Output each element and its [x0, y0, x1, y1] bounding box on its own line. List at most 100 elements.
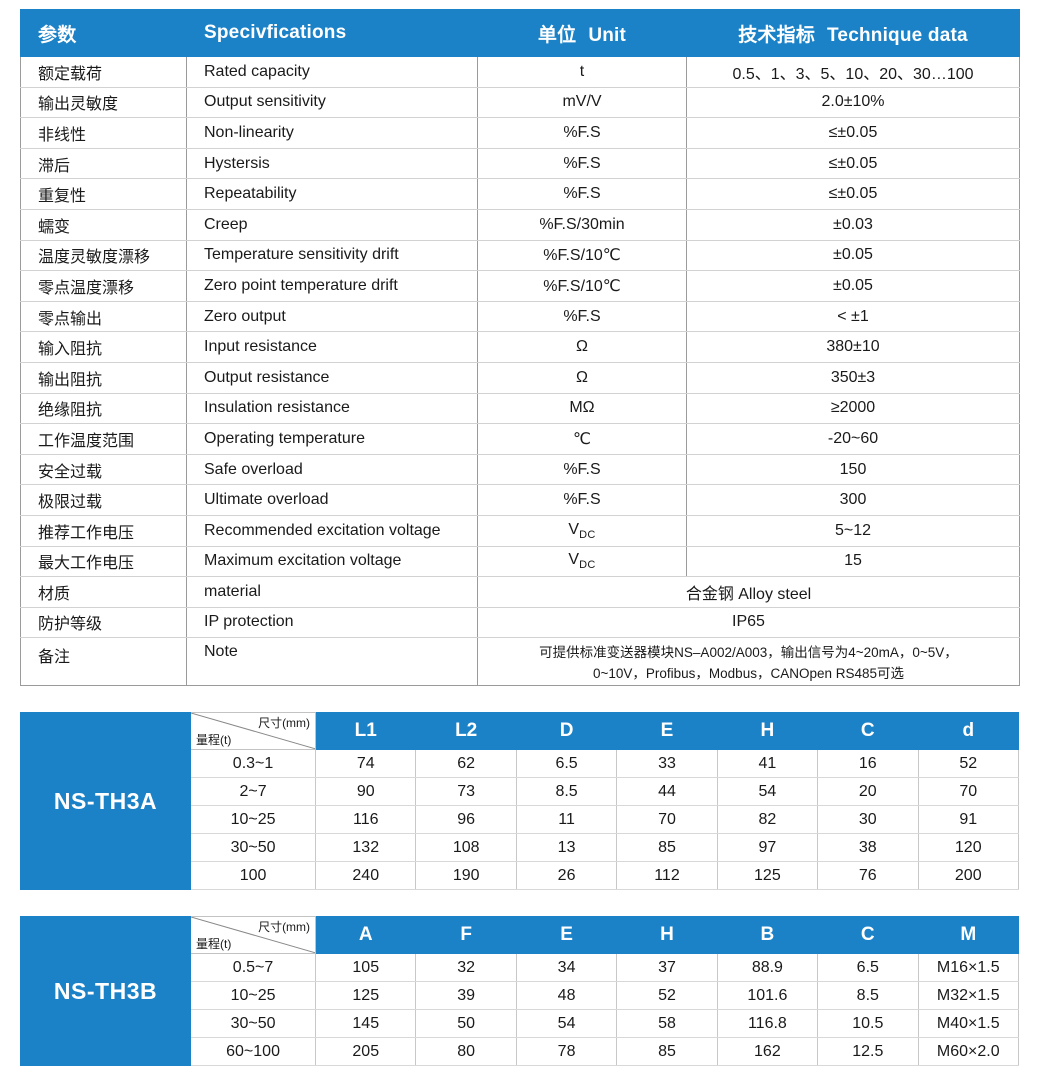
row-parameter-cn: 最大工作电压: [20, 545, 187, 578]
dimension-unit-label: 尺寸(mm): [258, 716, 311, 731]
header-row: 参数 Specivfications 单位 Unit 技术指标 Technique …: [20, 9, 1020, 57]
row-technique-data: 380±10: [686, 331, 1020, 363]
table-row: 重复性 Repeatability %F.S ≤±0.05: [20, 178, 1020, 210]
row-specification-en: Output resistance: [186, 361, 478, 394]
row-parameter-cn: 材质: [20, 576, 187, 608]
dimension-value: M32×1.5: [917, 981, 1019, 1011]
row-technique-data: 0.5、1、3、5、10、20、30…100: [686, 56, 1020, 88]
row-parameter-cn: 防护等级: [20, 606, 187, 639]
dimension-value: 12.5: [817, 1037, 919, 1067]
dimension-column-header-e: E: [616, 712, 718, 751]
table-row: 极限过载 Ultimate overload %F.S 300: [20, 484, 1020, 516]
dimension-value: 91: [917, 805, 1019, 835]
table-row: 输入阻抗 Input resistance Ω 380±10: [20, 331, 1020, 363]
capacity-range-value: 0.3~1: [190, 749, 317, 779]
row-specification-en: material: [186, 576, 478, 608]
row-specification-en: Input resistance: [186, 331, 478, 363]
row-parameter-cn: 工作温度范围: [20, 423, 187, 455]
dimension-table-row: 30~50 132 108 13 85 97 38 120: [21, 833, 1019, 863]
note-line-2: 0~10V，Profibus，Modbus，CANOpen RS485可选: [592, 666, 905, 682]
row-technique-data: ≤±0.05: [686, 178, 1020, 210]
table-row: 额定载荷 Rated capacity t 0.5、1、3、5、10、20、30…10…: [20, 56, 1020, 88]
dimension-value: 125: [315, 981, 417, 1011]
dimension-value: 41: [716, 749, 819, 779]
dimension-value: M40×1.5: [917, 1009, 1019, 1039]
capacity-range-value: 60~100: [190, 1037, 317, 1067]
row-unit: %F.S: [477, 147, 687, 180]
row-merged-value: IP65: [477, 606, 1020, 639]
dimension-column-header-m: M: [917, 916, 1019, 955]
row-note-value: 可提供标准变送器模块NS–A002/A003，输出信号为4~20mA，0~5V，…: [477, 637, 1020, 687]
row-unit: ℃: [477, 423, 687, 455]
row-parameter-cn: 零点输出: [20, 300, 187, 333]
dimension-value: 62: [415, 749, 517, 779]
dimension-value: 26: [515, 861, 618, 891]
table-row: 绝缘阻抗 Insulation resistance MΩ ≥2000: [20, 392, 1020, 425]
datasheet-page: 参数 Specivfications 单位 Unit 技术指标 Technique …: [0, 9, 1039, 1084]
dimension-value: 205: [315, 1037, 417, 1067]
dimension-column-header-b: B: [716, 916, 819, 955]
row-unit: MΩ: [477, 392, 687, 425]
capacity-range-value: 0.5~7: [190, 953, 317, 983]
dimension-value: 125: [716, 861, 819, 891]
dimension-header-row: NS-TH3B 尺寸(mm) 量程(t) A F E H B C M: [19, 916, 1019, 1067]
header-unit-cn: 单位: [537, 24, 577, 46]
header-parameter-cn: 参数: [38, 24, 77, 46]
dimension-value: 50: [415, 1009, 517, 1039]
dimension-table-row: 30~50 145 50 54 58 116.8 10.5 M40×1.5: [21, 1009, 1019, 1039]
table-row: 零点输出 Zero output %F.S < ±1: [20, 300, 1020, 333]
capacity-range-value: 100: [190, 861, 317, 891]
row-parameter-cn: 温度灵敏度漂移: [20, 239, 187, 272]
dimension-value: 162: [716, 1037, 819, 1067]
header-technique-data-cn: 技术指标: [738, 24, 816, 46]
row-unit: %F.S/10℃: [477, 239, 687, 272]
note-line-1: 可提供标准变送器模块NS–A002/A003，输出信号为4~20mA，0~5V，: [539, 645, 958, 661]
row-unit: mV/V: [477, 86, 687, 119]
row-unit: Ω: [477, 361, 687, 394]
row-technique-data: ≤±0.05: [686, 117, 1020, 149]
row-technique-data: ±0.05: [686, 270, 1020, 302]
dimension-value: 13: [515, 833, 618, 863]
dimension-value: 20: [817, 777, 919, 807]
row-specification-en: Zero point temperature drift: [186, 270, 478, 302]
row-technique-data: 15: [686, 545, 1020, 578]
capacity-range-value: 10~25: [190, 981, 317, 1011]
dimension-unit-label: 尺寸(mm): [258, 920, 311, 935]
row-unit: %F.S/30min: [477, 208, 687, 241]
row-specification-en: Hystersis: [186, 147, 478, 180]
dimension-column-header-a: A: [315, 916, 417, 955]
dimension-value: 54: [716, 777, 819, 807]
dimension-value: 240: [315, 861, 417, 891]
row-specification-en: Non-linearity: [186, 117, 478, 149]
capacity-range-value: 10~25: [190, 805, 317, 835]
dimension-value: 120: [917, 833, 1019, 863]
row-specification-en: Note: [186, 637, 478, 687]
row-technique-data: 150: [686, 453, 1020, 486]
dimension-table-row: 2~7 90 73 8.5 44 54 20 70: [21, 777, 1019, 807]
dimension-value: 90: [315, 777, 417, 807]
model-name-ns-th3a: NS-TH3A: [19, 712, 192, 891]
row-parameter-cn: 输入阻抗: [20, 331, 187, 363]
row-technique-data: 5~12: [686, 514, 1020, 547]
dimension-value: 11: [515, 805, 618, 835]
row-parameter-cn: 绝缘阻抗: [20, 392, 187, 425]
row-specification-en: Operating temperature: [186, 423, 478, 455]
dimension-value: 200: [917, 861, 1019, 891]
dimension-column-header-e: E: [515, 916, 618, 955]
row-merged-value: 合金钢 Alloy steel: [477, 576, 1020, 608]
dimension-value: 30: [817, 805, 919, 835]
dimension-value: 190: [415, 861, 517, 891]
dimension-value: 8.5: [817, 981, 919, 1011]
dimension-column-header-c: C: [817, 916, 919, 955]
row-unit: VDC: [477, 545, 687, 578]
dimension-table-row: 10~25 116 96 11 70 82 30 91: [21, 805, 1019, 835]
row-parameter-cn: 额定载荷: [20, 56, 187, 88]
table-row: 零点温度漂移 Zero point temperature drift %F.S/1…: [20, 270, 1020, 302]
capacity-range-label: 量程(t): [196, 937, 232, 952]
capacity-range-value: 30~50: [190, 833, 317, 863]
dimension-value: 108: [415, 833, 517, 863]
row-unit: %F.S: [477, 453, 687, 486]
dimension-value: 74: [315, 749, 417, 779]
row-unit: %F.S: [477, 178, 687, 210]
